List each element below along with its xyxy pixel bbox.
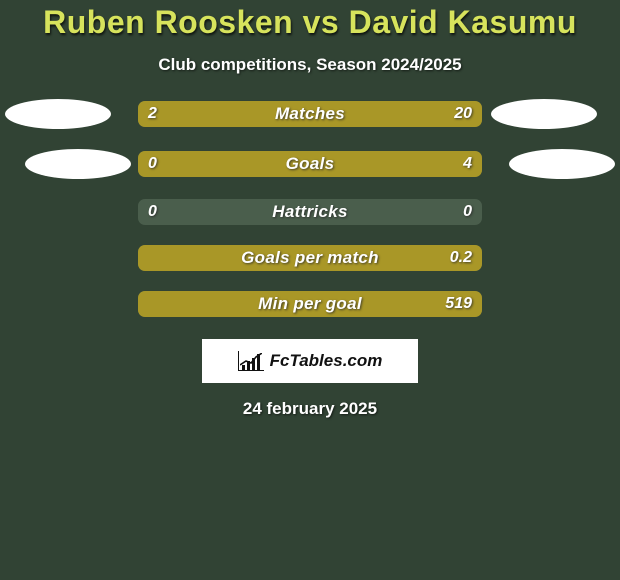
page-subtitle: Club competitions, Season 2024/2025 (0, 55, 620, 75)
watermark: FcTables.com (202, 339, 418, 383)
right-badge-cell (492, 149, 612, 179)
stat-bar: 00Hattricks (138, 199, 482, 225)
stat-row: 00Hattricks (8, 199, 612, 225)
watermark-text: FcTables.com (270, 351, 383, 371)
stats-container: 220Matches 04Goals 00Hattricks 0.2Goals per… (0, 99, 620, 317)
left-badge-cell (8, 149, 128, 179)
right-badge-cell (492, 99, 612, 129)
footer-date: 24 february 2025 (0, 399, 620, 419)
page-title: Ruben Roosken vs David Kasumu (0, 0, 620, 41)
stat-label: Goals per match (138, 245, 482, 271)
stat-bar: 0.2Goals per match (138, 245, 482, 271)
stat-row: 0.2Goals per match (8, 245, 612, 271)
stat-label: Matches (138, 101, 482, 127)
stat-row: 220Matches (8, 99, 612, 129)
club-badge-right (509, 149, 615, 179)
club-badge-right (491, 99, 597, 129)
stat-label: Min per goal (138, 291, 482, 317)
club-badge-left (25, 149, 131, 179)
chart-icon (238, 351, 264, 371)
stat-label: Hattricks (138, 199, 482, 225)
stat-bar: 220Matches (138, 101, 482, 127)
stat-bar: 519Min per goal (138, 291, 482, 317)
stat-row: 04Goals (8, 149, 612, 179)
club-badge-left (5, 99, 111, 129)
left-badge-cell (8, 99, 128, 129)
stat-label: Goals (138, 151, 482, 177)
stat-bar: 04Goals (138, 151, 482, 177)
stat-row: 519Min per goal (8, 291, 612, 317)
